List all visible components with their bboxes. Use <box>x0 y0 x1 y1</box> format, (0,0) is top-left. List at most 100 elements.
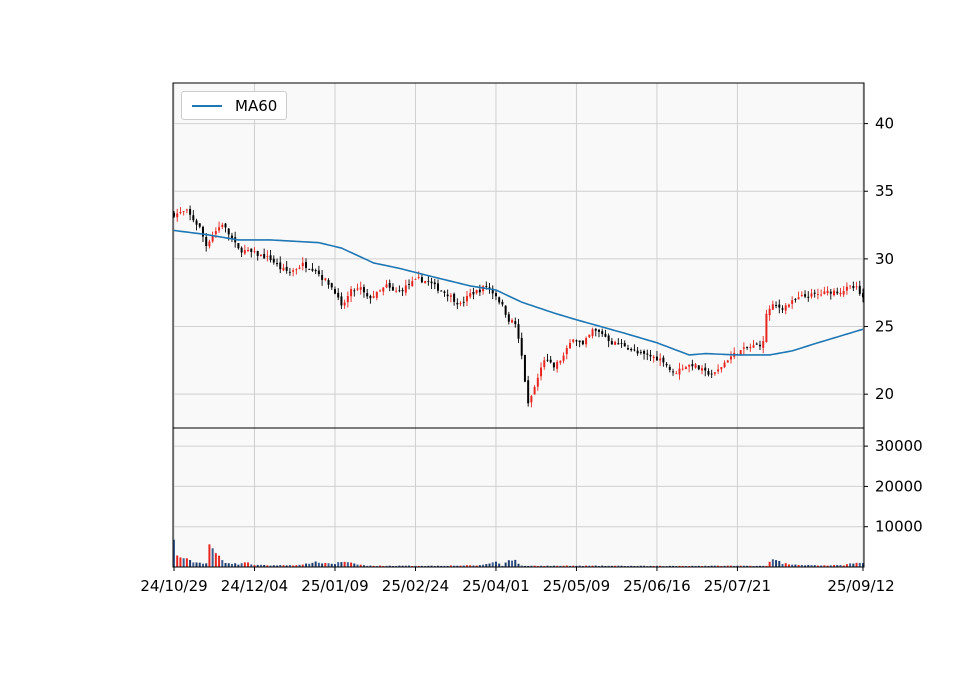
candle-body <box>614 341 617 345</box>
candle-body <box>189 209 192 215</box>
candle-body <box>485 286 488 287</box>
x-tick-label: 25/02/24 <box>382 577 449 595</box>
volume-bar <box>314 561 317 567</box>
candle-body <box>221 224 224 227</box>
volume-bar <box>488 563 491 567</box>
candle-body <box>465 295 468 302</box>
candle-body <box>330 283 333 288</box>
volume-bar <box>350 562 353 567</box>
candle-body <box>224 223 227 228</box>
volume-bar <box>443 565 446 567</box>
volume-bar <box>807 564 810 567</box>
candle-body <box>713 372 716 374</box>
volume-bar <box>243 562 246 567</box>
volume-bar <box>317 562 320 567</box>
candle-body <box>430 281 433 284</box>
x-tick-label: 25/07/21 <box>704 577 771 595</box>
candle-body <box>401 290 404 292</box>
volume-bar <box>385 565 388 567</box>
volume-bar <box>511 560 514 567</box>
candle-body <box>404 285 407 293</box>
legend-ma60-swatch <box>192 105 222 107</box>
volume-bar <box>694 565 697 567</box>
legend: MA60 <box>181 91 287 120</box>
volume-bar <box>742 565 745 567</box>
candle-body <box>646 353 649 355</box>
volume-bar <box>655 565 658 567</box>
x-axis: 24/10/29 24/12/04 25/01/09 25/02/24 25/04/01… <box>140 567 895 595</box>
candle-body <box>420 277 423 283</box>
candle-body <box>282 267 285 271</box>
candle-body <box>581 340 584 345</box>
candle-body <box>279 262 282 270</box>
candle-body <box>311 268 314 271</box>
candle-body <box>211 235 214 242</box>
volume-bar <box>301 564 304 567</box>
volume-bar <box>791 564 794 567</box>
candle-body <box>198 223 201 227</box>
candle-body <box>842 291 845 295</box>
candle-body <box>813 292 816 294</box>
candle-body <box>324 278 327 280</box>
volume-bar <box>420 565 423 567</box>
candle-body <box>346 295 349 303</box>
volume-bar <box>472 565 475 567</box>
volume-bar <box>227 563 230 567</box>
candle-body <box>691 363 694 367</box>
candle-body <box>214 231 217 235</box>
candle-body <box>723 362 726 368</box>
candle-body <box>218 227 221 231</box>
volume-bar <box>395 565 398 567</box>
volume-bar <box>546 565 549 567</box>
candle-body <box>427 281 430 282</box>
volume-bar <box>369 565 372 567</box>
candle-body <box>704 367 707 371</box>
volume-bar <box>272 565 275 567</box>
candle-body <box>472 291 475 295</box>
candle-body <box>755 343 758 345</box>
volume-bar <box>620 565 623 567</box>
candle-body <box>449 295 452 297</box>
volume-bar <box>459 565 462 567</box>
volume-bar <box>343 561 346 567</box>
candle-body <box>643 350 646 354</box>
candle-body <box>849 285 852 287</box>
volume-plot-area <box>173 428 864 567</box>
volume-bar <box>816 565 819 567</box>
volume-bar <box>636 565 639 567</box>
volume-bar <box>652 565 655 567</box>
candle-body <box>552 362 555 368</box>
volume-bar <box>746 565 749 567</box>
candle-body <box>672 371 675 373</box>
volume-bar <box>269 565 272 567</box>
candle-body <box>411 281 414 286</box>
ma60-line <box>173 229 864 356</box>
candle-body <box>350 289 353 297</box>
volume-bar <box>398 565 401 567</box>
candle-body <box>475 289 478 294</box>
candle-body <box>192 215 195 221</box>
volume-bar <box>639 565 642 567</box>
volume-bar <box>749 565 752 567</box>
price-tick-label: 35 <box>875 182 894 200</box>
candle-body <box>791 300 794 304</box>
candle-body <box>362 287 365 293</box>
volume-bar <box>456 565 459 567</box>
volume-bar <box>540 565 543 567</box>
candle-body <box>494 293 497 297</box>
candle-body <box>729 356 732 360</box>
volume-bar <box>710 565 713 567</box>
candle-body <box>379 290 382 292</box>
candle-body <box>610 341 613 345</box>
volume-bar <box>408 565 411 567</box>
candle-body <box>391 286 394 291</box>
volume-bar <box>379 565 382 567</box>
candle-body <box>205 237 208 246</box>
volume-bar <box>569 565 572 567</box>
volume-bar <box>173 539 175 567</box>
volume-bar <box>237 564 240 567</box>
volume-bar <box>523 565 526 567</box>
volume-bar <box>649 565 652 567</box>
candle-body <box>437 283 440 291</box>
volume-panel: 10000 20000 30000 <box>172 427 923 568</box>
